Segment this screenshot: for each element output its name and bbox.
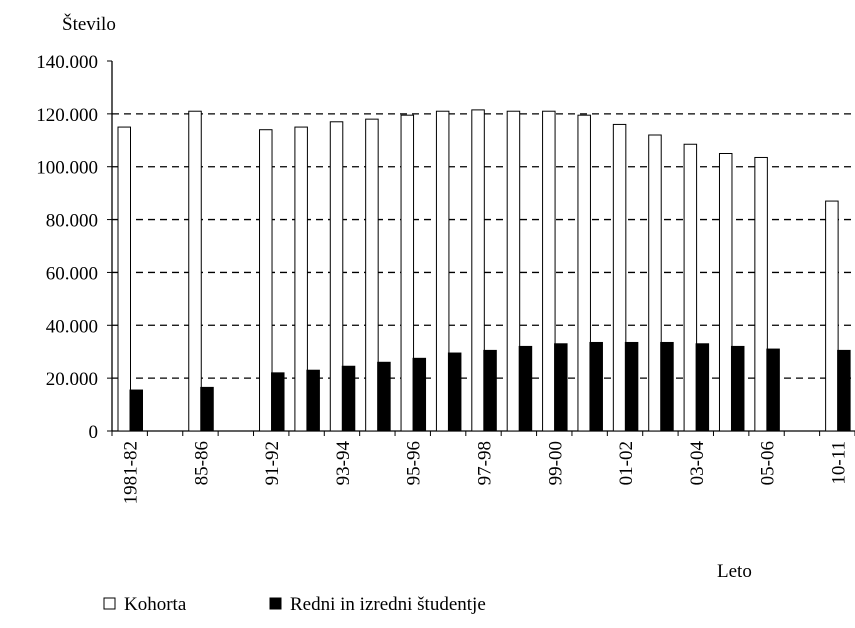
- y-tick-label: 80.000: [46, 211, 98, 232]
- x-tick-label: 03-04: [687, 441, 708, 486]
- bar: [259, 129, 273, 432]
- bar: [624, 341, 639, 432]
- x-tick-label: 93-94: [333, 441, 354, 486]
- y-tick-label: 100.000: [36, 158, 98, 179]
- y-tick-label: 0: [89, 422, 99, 443]
- bar: [577, 114, 591, 432]
- bar: [188, 110, 202, 432]
- bar: [365, 118, 379, 432]
- y-axis-label: Število: [62, 13, 116, 35]
- legend-swatch: [269, 597, 282, 610]
- bar: [483, 349, 497, 432]
- bar: [589, 341, 603, 432]
- bar: [471, 109, 485, 432]
- legend-swatch: [103, 597, 116, 610]
- bar: [718, 153, 733, 432]
- bar: [766, 348, 780, 432]
- bar: [412, 357, 427, 432]
- x-tick-label: 85-86: [191, 441, 212, 485]
- legend-label: Kohorta: [124, 594, 187, 615]
- y-tick-label: 140.000: [36, 52, 98, 73]
- x-tick-label: 95-96: [404, 441, 425, 485]
- x-tick-label: 1981-82: [121, 441, 142, 504]
- bar: [271, 372, 285, 432]
- bar: [837, 349, 851, 432]
- bar: [200, 386, 214, 432]
- bar: [648, 134, 662, 432]
- bar: [400, 114, 415, 432]
- bar: [306, 369, 320, 432]
- x-axis-label: Leto: [717, 561, 752, 582]
- bar: [129, 389, 143, 432]
- bar: [294, 126, 308, 432]
- y-tick-label: 40.000: [46, 316, 98, 337]
- x-tick-label: 91-92: [262, 441, 283, 485]
- bar: [660, 341, 674, 432]
- bar: [730, 345, 745, 432]
- bar: [518, 345, 533, 432]
- bar: [695, 343, 710, 432]
- y-tick-label: 20.000: [46, 369, 98, 390]
- x-tick-label: 01-02: [616, 441, 637, 485]
- legend-label: Redni in izredni študentje: [290, 594, 486, 615]
- bar: [542, 110, 556, 432]
- bar: [117, 126, 131, 432]
- bar: [554, 343, 568, 432]
- bar: [329, 121, 344, 432]
- bar: [377, 361, 391, 432]
- y-tick-label: 60.000: [46, 263, 98, 284]
- y-tick-label: 120.000: [36, 105, 98, 126]
- x-tick-label: 97-98: [475, 441, 496, 485]
- bar: [825, 200, 839, 432]
- x-tick-label: 10-11: [828, 441, 849, 485]
- bar: [447, 352, 462, 432]
- bar: [754, 156, 768, 432]
- x-tick-label: 99-00: [545, 441, 566, 485]
- x-tick-label: 05-06: [758, 441, 779, 485]
- bar: [683, 143, 698, 432]
- bar: [612, 123, 627, 432]
- bar: [435, 110, 450, 432]
- bar: [506, 110, 521, 432]
- bar: [341, 365, 356, 432]
